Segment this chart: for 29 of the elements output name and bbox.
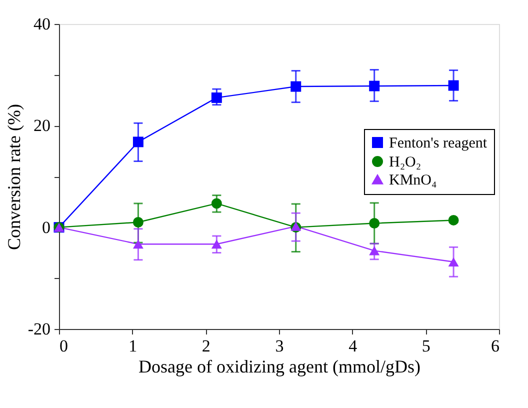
x-tick-label: 1 [128, 336, 138, 356]
y-tick-label: 20 [34, 116, 50, 136]
y-tick-label: 0 [42, 218, 50, 237]
point [211, 240, 222, 249]
x-tick-label: 3 [275, 336, 284, 356]
point [132, 136, 144, 148]
y-axis-title: Conversion rate (%) [4, 104, 24, 250]
x-tick-label: 0 [60, 336, 68, 356]
point [448, 214, 459, 226]
x-tick-label: 4 [348, 336, 358, 356]
y-tick-label: 40 [34, 14, 50, 34]
legend-label: H₂O₂ [389, 154, 422, 170]
x-tick-label: 5 [422, 336, 430, 356]
point [211, 198, 222, 209]
point [132, 240, 144, 249]
x-tick-label: 2 [202, 336, 210, 356]
point [369, 246, 380, 256]
point [132, 217, 144, 228]
x-tick-label: 6 [491, 336, 500, 356]
point [211, 92, 222, 103]
point [290, 81, 302, 92]
point [448, 80, 459, 91]
point [369, 218, 380, 228]
point [369, 80, 380, 92]
legend-label: Fenton's reagent [389, 136, 488, 152]
point [448, 257, 459, 266]
x-axis-title: Dosage of oxidizing agent (mmol/gDs) [138, 356, 420, 376]
y-tick-label: -20 [28, 320, 50, 338]
legend-label: KMnO₄ [389, 172, 437, 188]
